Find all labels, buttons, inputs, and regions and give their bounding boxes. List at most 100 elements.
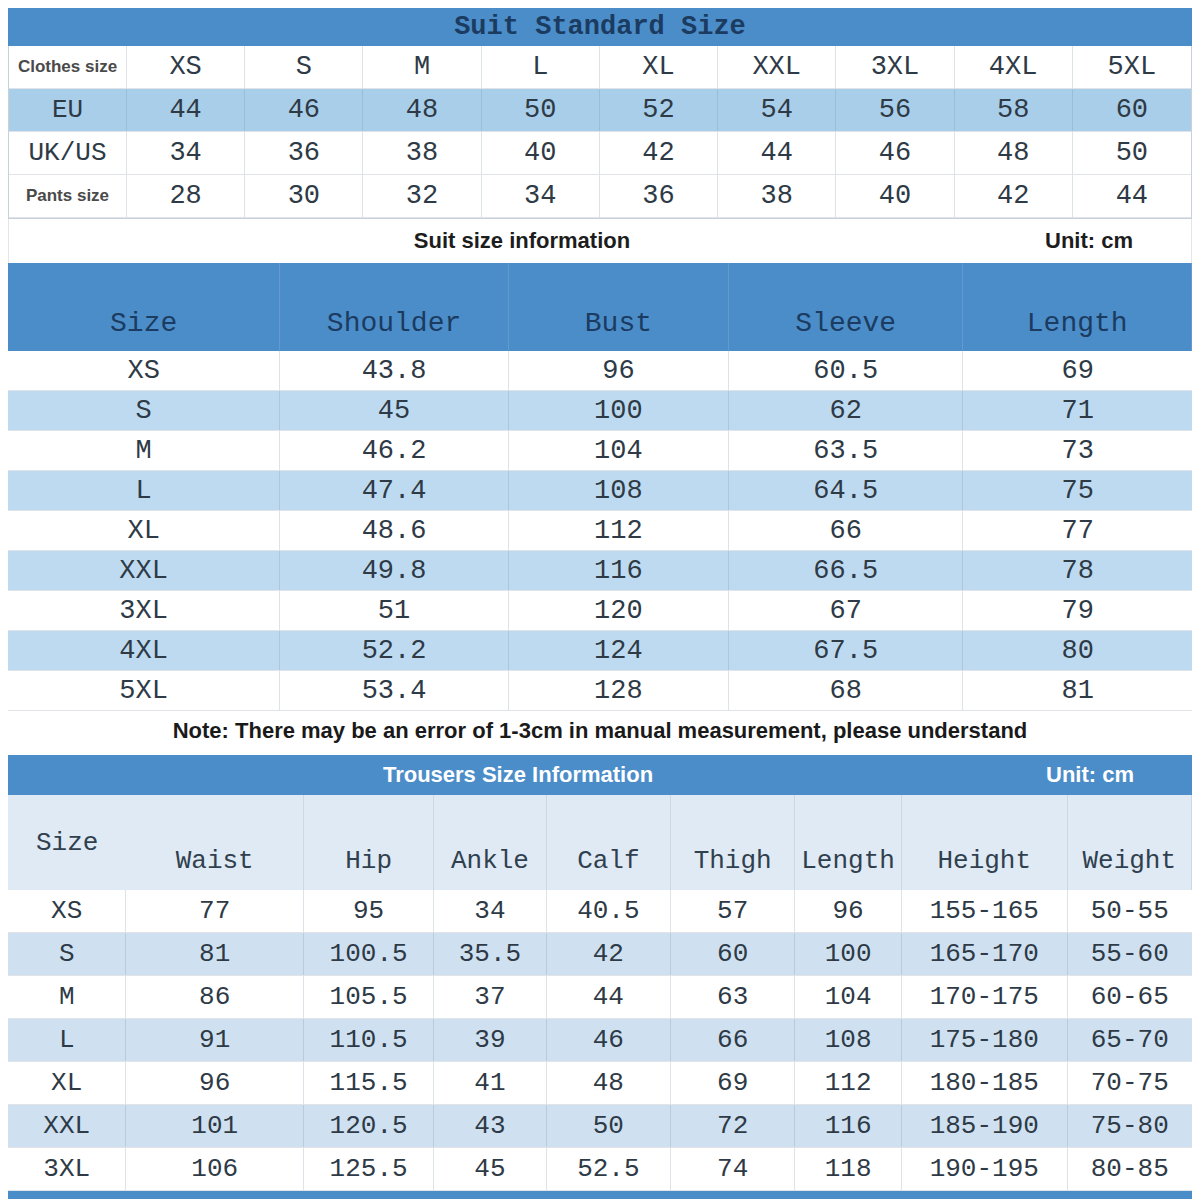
table-cell: 37 — [434, 976, 546, 1018]
table-cell: XS — [8, 890, 126, 932]
table-cell: 100 — [795, 933, 902, 975]
table-cell: 115.5 — [304, 1062, 434, 1104]
column-header: Length — [795, 795, 902, 890]
table-cell: 112 — [795, 1062, 902, 1104]
table-cell: 52.5 — [547, 1148, 671, 1190]
table-cell: 48.6 — [280, 511, 509, 550]
suit-standard-table: Clothes sizeXSSMLXLXXL3XL4XL5XLEU4446485… — [8, 46, 1192, 219]
table-cell: 104 — [509, 431, 729, 470]
table-cell: 125.5 — [304, 1148, 434, 1190]
table-row: XXL49.811666.578 — [8, 551, 1192, 591]
table-cell: 165-170 — [902, 933, 1068, 975]
table-cell: 34 — [482, 175, 600, 217]
table-cell: 96 — [126, 1062, 304, 1104]
table-cell: 28 — [127, 175, 245, 217]
table-cell: 49.8 — [280, 551, 509, 590]
table-cell: 44 — [127, 89, 245, 131]
table-cell: 47.4 — [280, 471, 509, 510]
table-cell: 66 — [729, 511, 963, 550]
table-cell: 108 — [509, 471, 729, 510]
column-header: Ankle — [434, 795, 546, 890]
table-cell: 96 — [509, 351, 729, 390]
table-cell: 100.5 — [304, 933, 434, 975]
suit-standard-title: Suit Standard Size — [8, 8, 1192, 46]
column-header: Bust — [509, 263, 729, 351]
size-chart-page: Suit Standard Size Clothes sizeXSSMLXLXX… — [0, 0, 1200, 1199]
table-cell: 40 — [482, 132, 600, 174]
table-row: 3XL106125.54552.574118190-19580-85 — [8, 1148, 1192, 1191]
table-cell: 50 — [482, 89, 600, 131]
table-cell: M — [8, 431, 280, 470]
table-cell: S — [245, 46, 363, 88]
table-cell: 77 — [126, 890, 304, 932]
table-row: L47.410864.575 — [8, 471, 1192, 511]
table-cell: 30 — [245, 175, 363, 217]
table-cell: 81 — [963, 671, 1192, 710]
table-cell: 116 — [509, 551, 729, 590]
table-cell: 120.5 — [304, 1105, 434, 1147]
table-cell: 52 — [600, 89, 718, 131]
row-label: Pants size — [9, 175, 127, 217]
table-row: Pants size283032343638404244 — [9, 175, 1191, 218]
table-cell: 77 — [963, 511, 1192, 550]
table-cell: 63 — [671, 976, 795, 1018]
table-cell: 190-195 — [902, 1148, 1068, 1190]
table-row: S81100.535.54260100165-17055-60 — [8, 933, 1192, 976]
table-cell: 86 — [126, 976, 304, 1018]
table-cell: 43.8 — [280, 351, 509, 390]
table-cell: XL — [8, 1062, 126, 1104]
table-cell: 68 — [729, 671, 963, 710]
table-cell: 57 — [671, 890, 795, 932]
trousers-title-band: Trousers Size Information Unit: cm — [8, 755, 1192, 795]
table-cell: 46 — [836, 132, 954, 174]
table-cell: 58 — [955, 89, 1073, 131]
table-cell: 67.5 — [729, 631, 963, 670]
table-cell: 50 — [547, 1105, 671, 1147]
table-row: EU444648505254565860 — [9, 89, 1191, 132]
column-header: Length — [963, 263, 1192, 351]
table-cell: 50-55 — [1068, 890, 1192, 932]
table-cell: 78 — [963, 551, 1192, 590]
table-cell: 43 — [434, 1105, 546, 1147]
table-cell: 42 — [547, 933, 671, 975]
table-cell: 70-75 — [1068, 1062, 1192, 1104]
table-cell: 120 — [509, 591, 729, 630]
table-cell: 40.5 — [547, 890, 671, 932]
table-cell: 170-175 — [902, 976, 1068, 1018]
table-cell: 69 — [963, 351, 1192, 390]
table-cell: 53.4 — [280, 671, 509, 710]
table-cell: 124 — [509, 631, 729, 670]
table-cell: 35.5 — [434, 933, 546, 975]
table-cell: 110.5 — [304, 1019, 434, 1061]
table-cell: 69 — [671, 1062, 795, 1104]
table-row: UK/US343638404244464850 — [9, 132, 1191, 175]
column-header: Size — [8, 777, 126, 872]
table-cell: XS — [127, 46, 245, 88]
table-cell: 60 — [671, 933, 795, 975]
table-cell: 128 — [509, 671, 729, 710]
table-cell: 5XL — [8, 671, 280, 710]
table-cell: 46 — [547, 1019, 671, 1061]
column-header: Thigh — [671, 795, 795, 890]
table-cell: 5XL — [1073, 46, 1191, 88]
table-cell: 32 — [363, 175, 481, 217]
table-cell: L — [482, 46, 600, 88]
trousers-unit-label: Unit: cm — [1046, 762, 1134, 788]
table-cell: 50 — [1073, 132, 1191, 174]
suit-info-caption: Suit size information — [414, 228, 630, 254]
table-row: Clothes sizeXSSMLXLXXL3XL4XL5XL — [9, 46, 1191, 89]
row-label: UK/US — [9, 132, 127, 174]
table-cell: XL — [8, 511, 280, 550]
table-cell: 4XL — [8, 631, 280, 670]
table-cell: 60-65 — [1068, 976, 1192, 1018]
table-cell: 65-70 — [1068, 1019, 1192, 1061]
table-cell: 79 — [963, 591, 1192, 630]
row-label: Clothes size — [9, 46, 127, 88]
table-cell: XXL — [718, 46, 836, 88]
table-cell: 42 — [600, 132, 718, 174]
table-cell: 48 — [547, 1062, 671, 1104]
table-row: 4XL52.212467.580 — [8, 631, 1192, 671]
table-cell: 108 — [795, 1019, 902, 1061]
table-cell: M — [8, 976, 126, 1018]
table-cell: 95 — [304, 890, 434, 932]
